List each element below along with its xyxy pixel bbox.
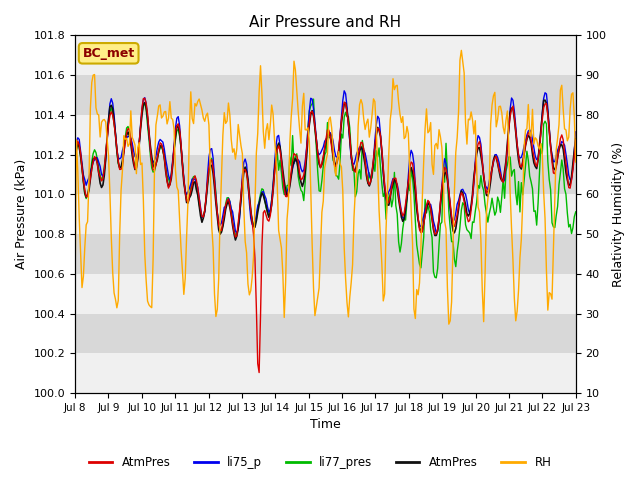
- Title: Air Pressure and RH: Air Pressure and RH: [250, 15, 401, 30]
- Text: BC_met: BC_met: [83, 47, 135, 60]
- Bar: [75, 75, 576, 115]
- Bar: [75, 353, 576, 393]
- Bar: [75, 234, 576, 274]
- Bar: [75, 313, 576, 353]
- Bar: [75, 194, 576, 234]
- Bar: [75, 155, 576, 194]
- Bar: [75, 115, 576, 155]
- Bar: [75, 36, 576, 75]
- Y-axis label: Relativity Humidity (%): Relativity Humidity (%): [612, 142, 625, 287]
- X-axis label: Time: Time: [310, 419, 340, 432]
- Bar: [75, 274, 576, 313]
- Legend: AtmPres, li75_p, li77_pres, AtmPres, RH: AtmPres, li75_p, li77_pres, AtmPres, RH: [84, 452, 556, 474]
- Y-axis label: Air Pressure (kPa): Air Pressure (kPa): [15, 159, 28, 269]
